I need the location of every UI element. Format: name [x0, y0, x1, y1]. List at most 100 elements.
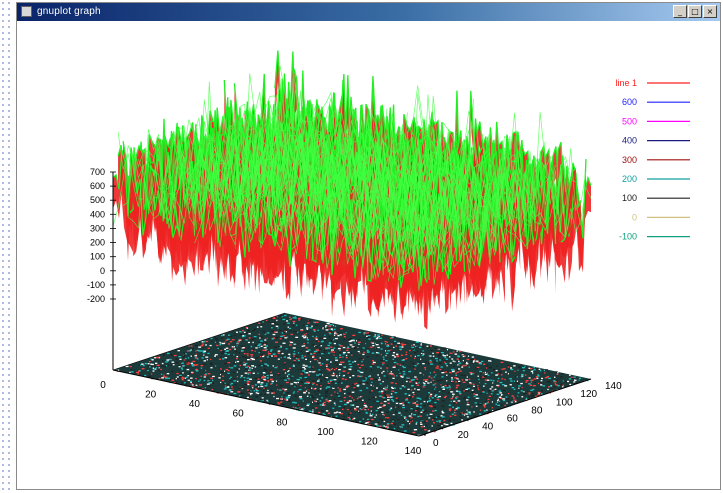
- floor-contour-dot: [396, 366, 398, 368]
- floor-contour-dot: [449, 419, 452, 421]
- floor-contour-dot: [420, 403, 423, 405]
- floor-contour-dot: [414, 355, 416, 358]
- floor-contour-dot: [520, 376, 523, 378]
- floor-contour-dot: [470, 373, 472, 375]
- floor-contour-dot: [163, 366, 166, 368]
- floor-contour-dot: [415, 421, 418, 423]
- floor-contour-dot: [179, 373, 182, 375]
- floor-contour-dot: [293, 359, 296, 362]
- floor-contour-dot: [456, 358, 459, 360]
- floor-contour-dot: [314, 387, 317, 390]
- floor-contour-dot: [500, 370, 502, 373]
- floor-contour-dot: [525, 381, 528, 383]
- floor-contour-dot: [308, 410, 312, 412]
- floor-contour-dot: [399, 403, 403, 405]
- floor-contour-dot: [222, 342, 226, 345]
- legend-label: 200: [622, 174, 637, 184]
- floor-contour-dot: [266, 374, 269, 377]
- close-button[interactable]: ×: [703, 5, 717, 18]
- minimize-button[interactable]: _: [673, 5, 687, 18]
- floor-contour-dot: [304, 355, 307, 357]
- floor-contour-dot: [455, 397, 458, 400]
- floor-contour-dot: [409, 366, 411, 368]
- surface-plot[interactable]: 7006005004003002001000-100-2000204060801…: [17, 21, 720, 489]
- floor-contour-dot: [271, 392, 274, 394]
- floor-contour-dot: [377, 389, 379, 391]
- floor-contour-dot: [438, 395, 441, 398]
- floor-contour-dot: [178, 376, 182, 378]
- floor-contour-dot: [430, 349, 434, 352]
- floor-contour-dot: [224, 341, 226, 343]
- floor-contour-dot: [276, 315, 278, 318]
- floor-contour-dot: [172, 364, 175, 366]
- floor-contour-dot: [578, 379, 580, 381]
- floor-contour-dot: [530, 389, 533, 391]
- floor-contour-dot: [554, 376, 556, 378]
- floor-contour-dot: [348, 368, 352, 370]
- floor-contour-dot: [356, 385, 360, 387]
- floor-contour-dot: [403, 386, 406, 388]
- floor-contour-dot: [532, 385, 536, 387]
- floor-contour-dot: [355, 369, 358, 372]
- floor-contour-dot: [295, 331, 298, 333]
- floor-contour-dot: [375, 347, 378, 349]
- floor-contour-dot: [311, 387, 313, 389]
- floor-contour-dot: [295, 356, 299, 358]
- floor-contour-dot: [393, 361, 397, 364]
- floor-contour-dot: [382, 425, 385, 427]
- floor-contour-dot: [178, 364, 180, 367]
- floor-contour-dot: [277, 350, 281, 352]
- floor-contour-dot: [277, 358, 280, 360]
- floor-contour-dot: [305, 390, 308, 392]
- floor-contour-dot: [329, 324, 333, 326]
- floor-contour-dot: [317, 380, 320, 382]
- floor-contour-dot: [198, 346, 202, 348]
- floor-contour-dot: [335, 359, 338, 361]
- floor-contour-dot: [341, 378, 345, 380]
- title-bar[interactable]: gnuplot graph _ □ ×: [17, 3, 720, 21]
- floor-contour-dot: [399, 346, 402, 348]
- floor-contour-dot: [458, 368, 461, 370]
- floor-contour-dot: [248, 334, 251, 336]
- floor-contour-dot: [544, 372, 546, 374]
- floor-contour-dot: [262, 390, 265, 392]
- floor-contour-dot: [236, 358, 238, 360]
- floor-contour-dot: [463, 361, 466, 363]
- floor-contour-dot: [265, 345, 268, 347]
- floor-contour-dot: [166, 373, 170, 375]
- floor-contour-dot: [390, 350, 393, 352]
- floor-contour-dot: [279, 330, 282, 332]
- app-icon[interactable]: [21, 6, 32, 17]
- floor-contour-dot: [260, 326, 263, 328]
- floor-contour-dot: [556, 380, 559, 382]
- floor-contour-dot: [319, 400, 322, 402]
- floor-contour-dot: [312, 401, 313, 403]
- floor-contour-dot: [452, 351, 455, 353]
- floor-contour-dot: [302, 366, 305, 369]
- floor-contour-dot: [450, 368, 453, 371]
- floor-contour-dot: [284, 314, 287, 317]
- floor-contour-dot: [407, 388, 410, 390]
- floor-contour-dot: [276, 365, 278, 368]
- floor-contour-dot: [332, 407, 335, 409]
- floor-contour-dot: [380, 411, 384, 413]
- gnuplot-window[interactable]: gnuplot graph _ □ × 700 600 500 400 300 200 10…: [16, 2, 721, 490]
- floor-contour-dot: [305, 377, 308, 379]
- y-tick-label: 60: [507, 414, 519, 425]
- floor-contour-dot: [333, 334, 336, 336]
- floor-contour-dot: [244, 383, 248, 386]
- floor-contour-dot: [352, 339, 355, 341]
- floor-contour-dot: [385, 394, 388, 396]
- floor-contour-dot: [507, 373, 509, 375]
- floor-contour-dot: [486, 367, 488, 369]
- floor-contour-dot: [454, 353, 458, 355]
- floor-contour-dot: [431, 425, 433, 427]
- floor-contour-dot: [306, 395, 309, 397]
- floor-contour-dot: [357, 384, 360, 386]
- maximize-button[interactable]: □: [688, 5, 702, 18]
- floor-contour-dot: [323, 351, 325, 354]
- floor-contour-dot: [457, 390, 461, 393]
- window-title: gnuplot graph: [37, 6, 101, 17]
- floor-contour-dot: [475, 367, 477, 369]
- floor-contour-dot: [419, 406, 422, 408]
